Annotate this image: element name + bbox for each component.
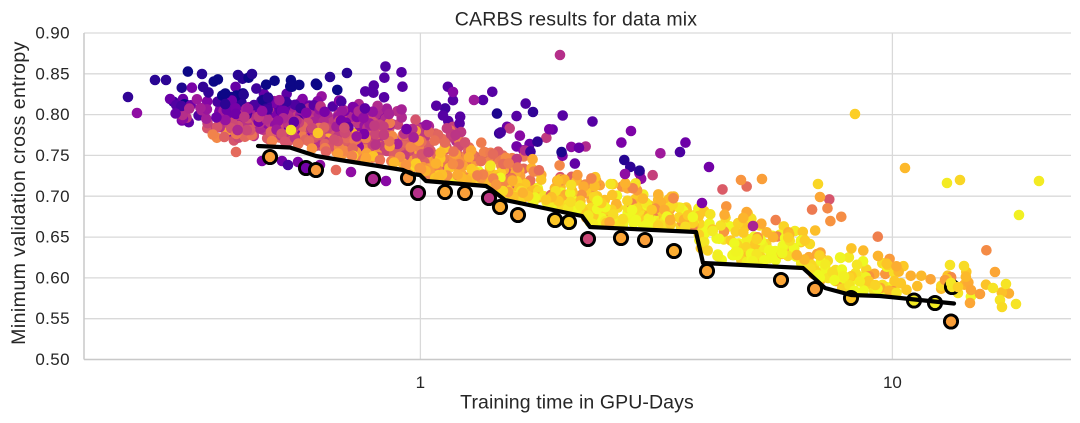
svg-text:0.60: 0.60 xyxy=(35,268,70,287)
svg-text:Training time in GPU-Days: Training time in GPU-Days xyxy=(460,392,694,414)
svg-text:0.50: 0.50 xyxy=(35,350,70,369)
svg-text:0.90: 0.90 xyxy=(35,24,70,43)
svg-text:0.55: 0.55 xyxy=(35,309,70,328)
svg-text:0.65: 0.65 xyxy=(35,228,70,247)
svg-text:0.70: 0.70 xyxy=(35,187,70,206)
svg-text:Minimum validation cross entro: Minimum validation cross entropy xyxy=(8,41,30,345)
svg-text:0.80: 0.80 xyxy=(35,105,70,124)
svg-text:0.75: 0.75 xyxy=(35,146,70,165)
svg-text:CARBS results for data mix: CARBS results for data mix xyxy=(455,9,698,31)
svg-text:10: 10 xyxy=(883,373,902,392)
svg-text:1: 1 xyxy=(416,373,425,392)
svg-text:0.85: 0.85 xyxy=(35,64,70,83)
